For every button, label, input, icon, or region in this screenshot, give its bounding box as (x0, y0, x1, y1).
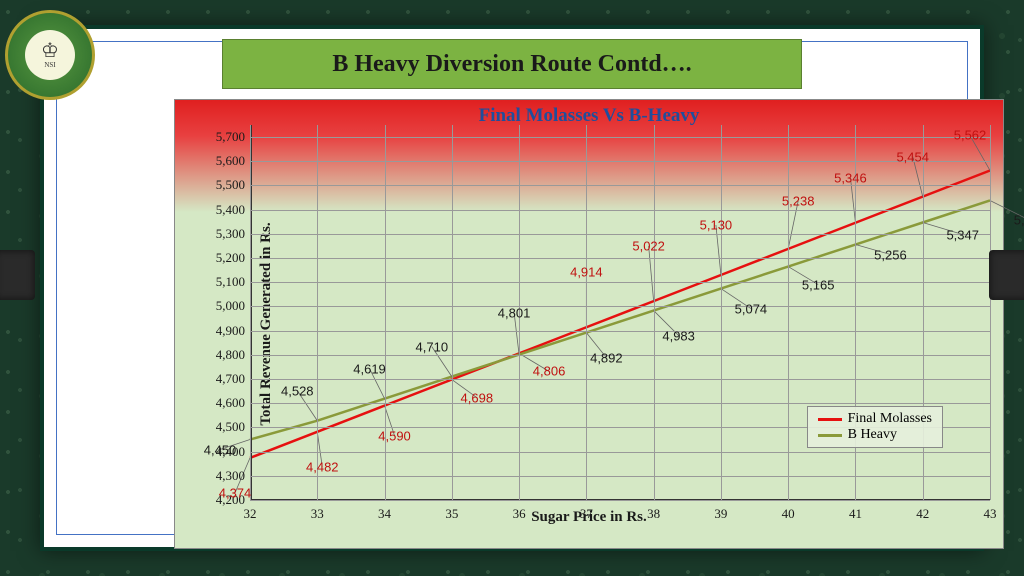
title-banner: B Heavy Diversion Route Contd…. (222, 39, 802, 89)
x-tick-label: 43 (970, 506, 1010, 522)
y-tick-label: 5,000 (195, 298, 245, 314)
data-label: 4,590 (378, 428, 411, 443)
data-label: 4,482 (306, 459, 339, 474)
data-label: 5,438 (1014, 213, 1024, 228)
y-tick-label: 5,500 (195, 177, 245, 193)
gridline-h (250, 282, 990, 283)
gridline-v (721, 125, 722, 500)
y-tick-label: 4,300 (195, 468, 245, 484)
gridline-h (250, 161, 990, 162)
x-tick-label: 33 (297, 506, 337, 522)
x-tick-label: 36 (499, 506, 539, 522)
x-tick-label: 35 (432, 506, 472, 522)
gridline-h (250, 476, 990, 477)
x-tick-label: 37 (566, 506, 606, 522)
data-label: 5,074 (735, 301, 768, 316)
legend: Final Molasses B Heavy (807, 406, 943, 448)
gridline-v (586, 125, 587, 500)
gridline-v (452, 125, 453, 500)
gridline-v (990, 125, 991, 500)
data-label: 4,528 (281, 383, 314, 398)
legend-item-final-molasses: Final Molasses (818, 411, 932, 427)
data-label: 5,256 (874, 247, 907, 262)
data-label: 4,710 (416, 339, 449, 354)
data-label: 5,130 (700, 218, 733, 233)
y-tick-label: 4,600 (195, 395, 245, 411)
ashoka-emblem-icon: ♔ (41, 41, 59, 61)
slide-title: B Heavy Diversion Route Contd…. (332, 51, 691, 78)
line-layer (250, 125, 990, 520)
data-label: 4,801 (498, 305, 531, 320)
data-label: 5,165 (802, 277, 835, 292)
x-tick-label: 42 (903, 506, 943, 522)
y-tick-label: 5,300 (195, 226, 245, 242)
gridline-v (788, 125, 789, 500)
chart-area: Final Molasses Vs B-Heavy Total Revenue … (174, 99, 1004, 549)
data-label: 4,892 (590, 350, 623, 365)
y-tick-label: 4,900 (195, 323, 245, 339)
x-tick-label: 34 (365, 506, 405, 522)
gridline-h (250, 137, 990, 138)
gridline-h (250, 403, 990, 404)
data-label: 5,347 (946, 227, 979, 242)
gridline-v (250, 125, 251, 500)
data-label: 4,983 (662, 328, 695, 343)
emblem-center: ♔ NSI (25, 30, 75, 80)
x-tick-label: 38 (634, 506, 674, 522)
data-label: 5,238 (782, 193, 815, 208)
data-label: 4,914 (570, 265, 603, 280)
x-tick-label: 39 (701, 506, 741, 522)
plot-region: 4,2004,3004,4004,5004,6004,7004,8004,900… (250, 125, 990, 520)
legend-swatch (818, 418, 842, 421)
gridline-v (654, 125, 655, 500)
data-label: 4,374 (219, 485, 252, 500)
y-tick-label: 4,800 (195, 347, 245, 363)
data-label: 5,454 (896, 149, 929, 164)
legend-label: Final Molasses (848, 411, 932, 427)
gridline-h (250, 185, 990, 186)
y-tick-label: 4,500 (195, 419, 245, 435)
y-tick-label: 5,200 (195, 250, 245, 266)
y-tick-label: 5,600 (195, 153, 245, 169)
binder-clip-left (0, 250, 35, 300)
gridline-v (385, 125, 386, 500)
y-tick-label: 5,400 (195, 202, 245, 218)
legend-label: B Heavy (848, 427, 897, 443)
data-label: 5,346 (834, 170, 867, 185)
gridline-v (317, 125, 318, 500)
y-tick-label: 4,700 (195, 371, 245, 387)
gridline-h (250, 306, 990, 307)
y-tick-label: 5,100 (195, 274, 245, 290)
slide-frame: B Heavy Diversion Route Contd…. Final Mo… (40, 25, 984, 551)
data-label: 5,562 (954, 128, 987, 143)
x-tick-label: 41 (835, 506, 875, 522)
chart-title: Final Molasses Vs B-Heavy (479, 105, 700, 127)
gridline-h (250, 379, 990, 380)
binder-clip-right (989, 250, 1024, 300)
gridline-h (250, 331, 990, 332)
legend-swatch (818, 434, 842, 437)
data-label: 4,806 (533, 364, 566, 379)
legend-item-b-heavy: B Heavy (818, 427, 932, 443)
x-tick-label: 32 (230, 506, 270, 522)
institute-emblem: ♔ NSI (5, 10, 95, 100)
data-label: 4,450 (204, 442, 237, 457)
gridline-h (250, 234, 990, 235)
gridline-h (250, 210, 990, 211)
emblem-tag: NSI (44, 61, 55, 69)
data-label: 5,022 (632, 239, 665, 254)
x-tick-label: 40 (768, 506, 808, 522)
gridline-h (250, 500, 990, 501)
emblem-ring: ♔ NSI (5, 10, 95, 100)
data-label: 4,698 (461, 390, 494, 405)
data-label: 4,619 (353, 361, 386, 376)
gridline-h (250, 452, 990, 453)
y-tick-label: 5,700 (195, 129, 245, 145)
